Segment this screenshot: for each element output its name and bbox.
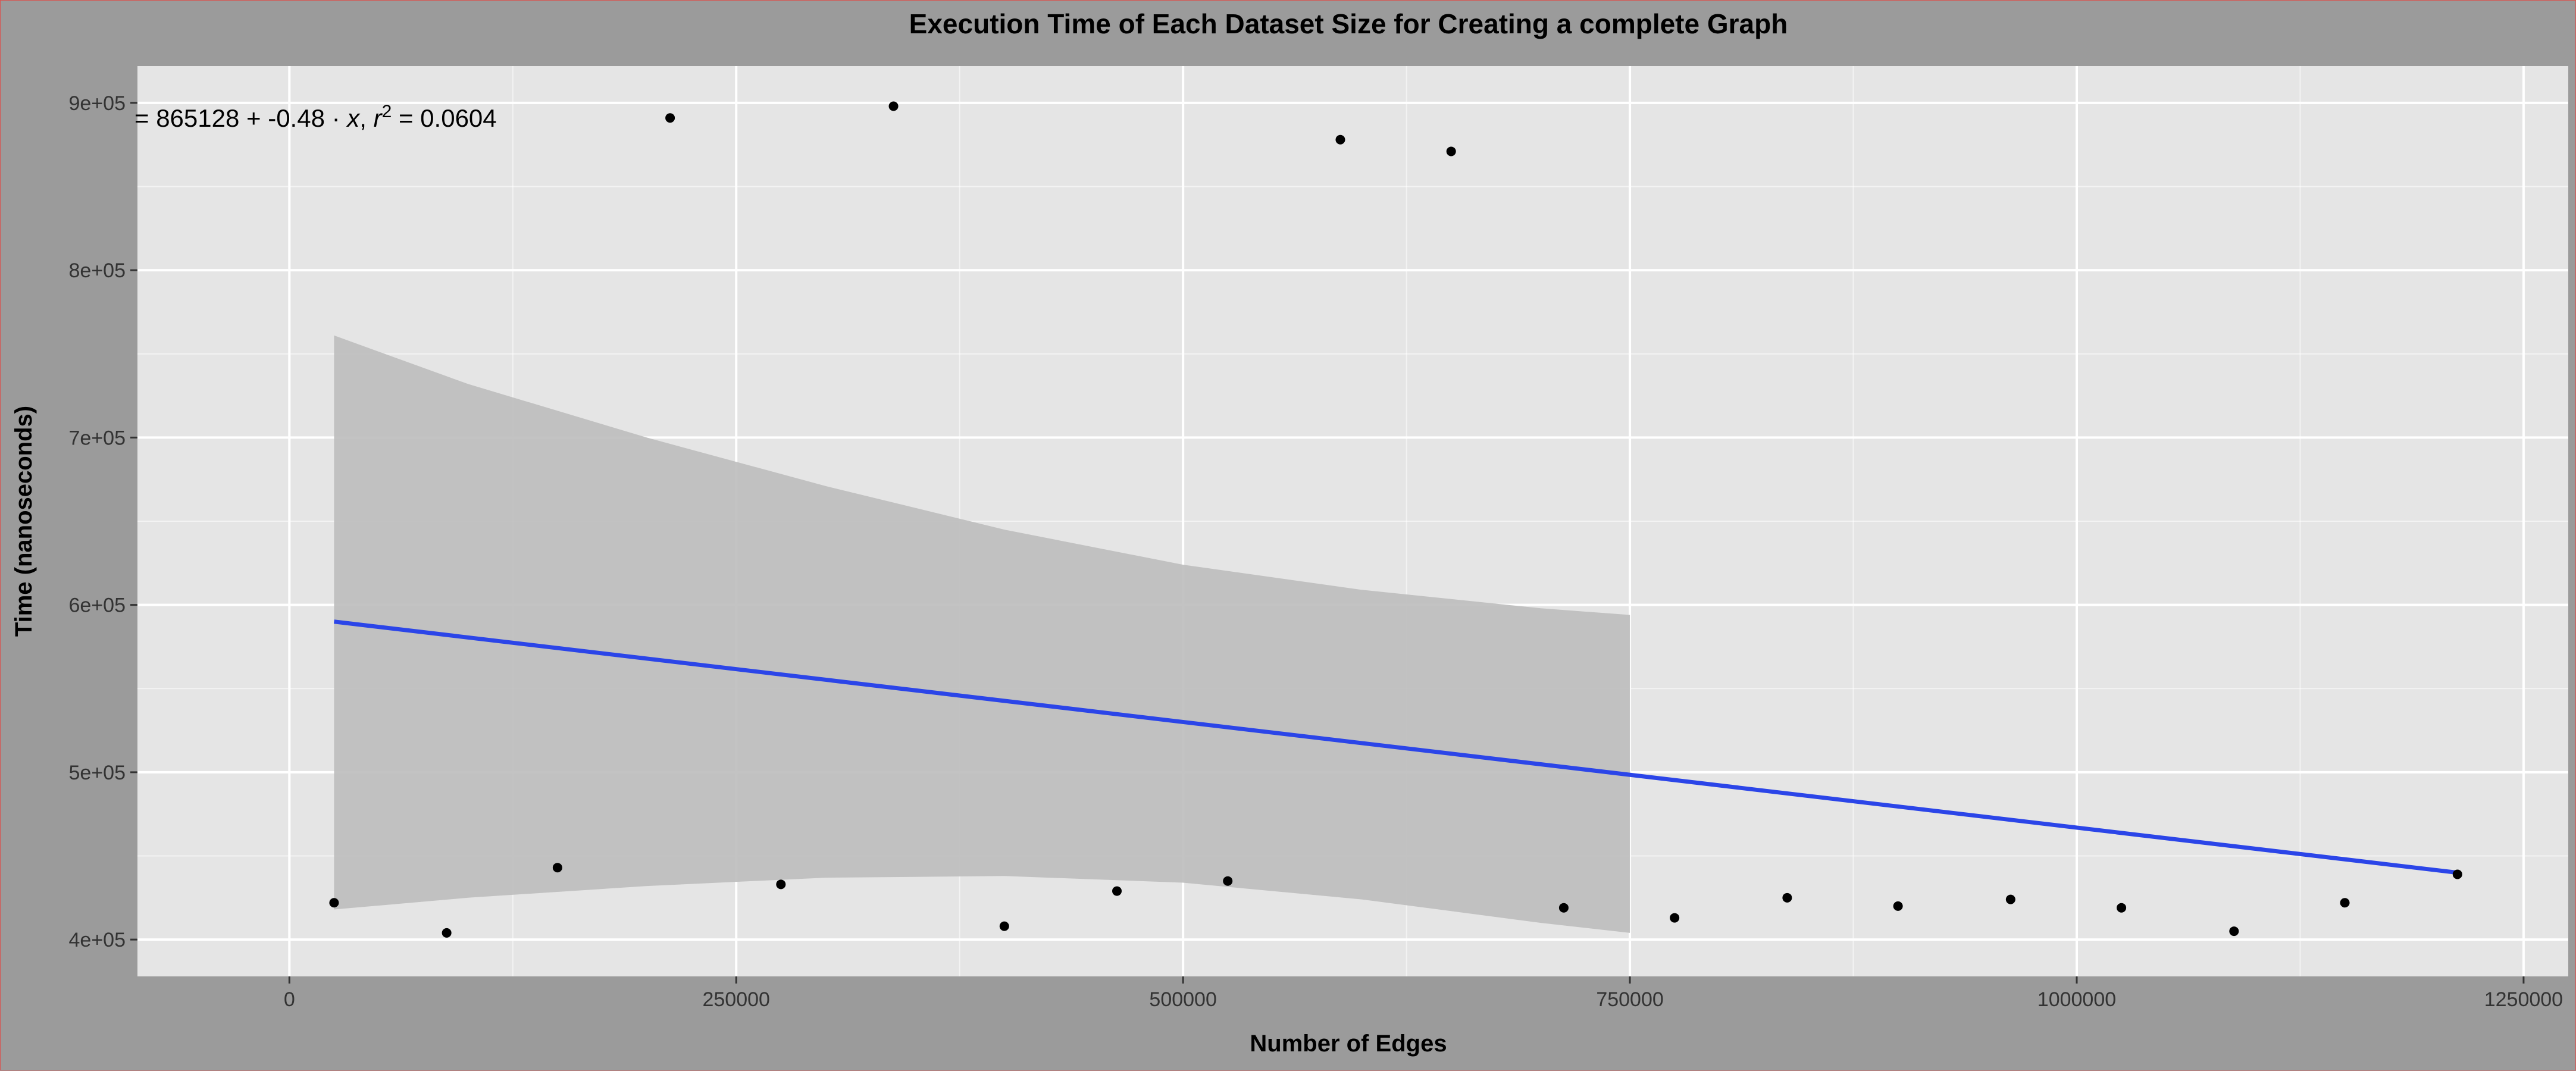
x-tick-label: 0 [284,988,295,1011]
x-axis-ticks: 0 250000 500000 750000 1000000 1250000 [284,976,2563,1011]
data-point [999,921,1009,931]
y-tick-label: 6e+05 [69,594,126,617]
fit-line-layer [333,619,2458,875]
y-tick-label: 5e+05 [69,762,126,784]
data-point [1112,886,1122,896]
y-tick-label: 4e+05 [69,929,126,951]
regression-line [333,619,2458,875]
x-tick-label: 1250000 [2484,988,2563,1011]
data-point [1335,134,1345,145]
data-point [1558,903,1569,913]
data-point [2117,903,2127,913]
data-point [665,113,675,123]
confidence-band [334,335,1630,933]
data-point [1893,901,1903,911]
y-tick-label: 8e+05 [69,259,126,282]
data-point [552,863,562,873]
x-tick-label: 1000000 [2037,988,2116,1011]
x-tick-label: 250000 [702,988,769,1011]
confidence-band-layer [334,335,1630,933]
x-tick-label: 500000 [1149,988,1216,1011]
data-point [1223,876,1233,886]
chart-title: Execution Time of Each Dataset Size for … [909,8,1788,39]
data-point [2340,898,2350,908]
data-point [329,898,339,908]
data-point [2005,894,2015,904]
data-point [888,101,899,111]
x-axis-title: Number of Edges [1250,1031,1447,1057]
y-axis-ticks: 4e+05 5e+05 6e+05 7e+05 8e+05 9e+05 [69,92,137,951]
y-tick-label: 9e+05 [69,92,126,115]
data-point [1446,146,1456,156]
points-layer [329,101,2462,938]
y-axis-title: Time (nanoseconds) [11,406,37,637]
regression-equation: = 865128 + -0.48 · x, r2 = 0.0604 [134,102,497,133]
data-point [442,928,452,938]
data-point [776,879,786,890]
data-point [2229,926,2239,937]
data-point [1782,892,1792,903]
data-point [1670,913,1680,923]
y-tick-label: 7e+05 [69,427,126,449]
x-tick-label: 750000 [1596,988,1663,1011]
annotation-layer: = 865128 + -0.48 · x, r2 = 0.0604 [134,102,497,133]
data-point [2452,869,2462,879]
